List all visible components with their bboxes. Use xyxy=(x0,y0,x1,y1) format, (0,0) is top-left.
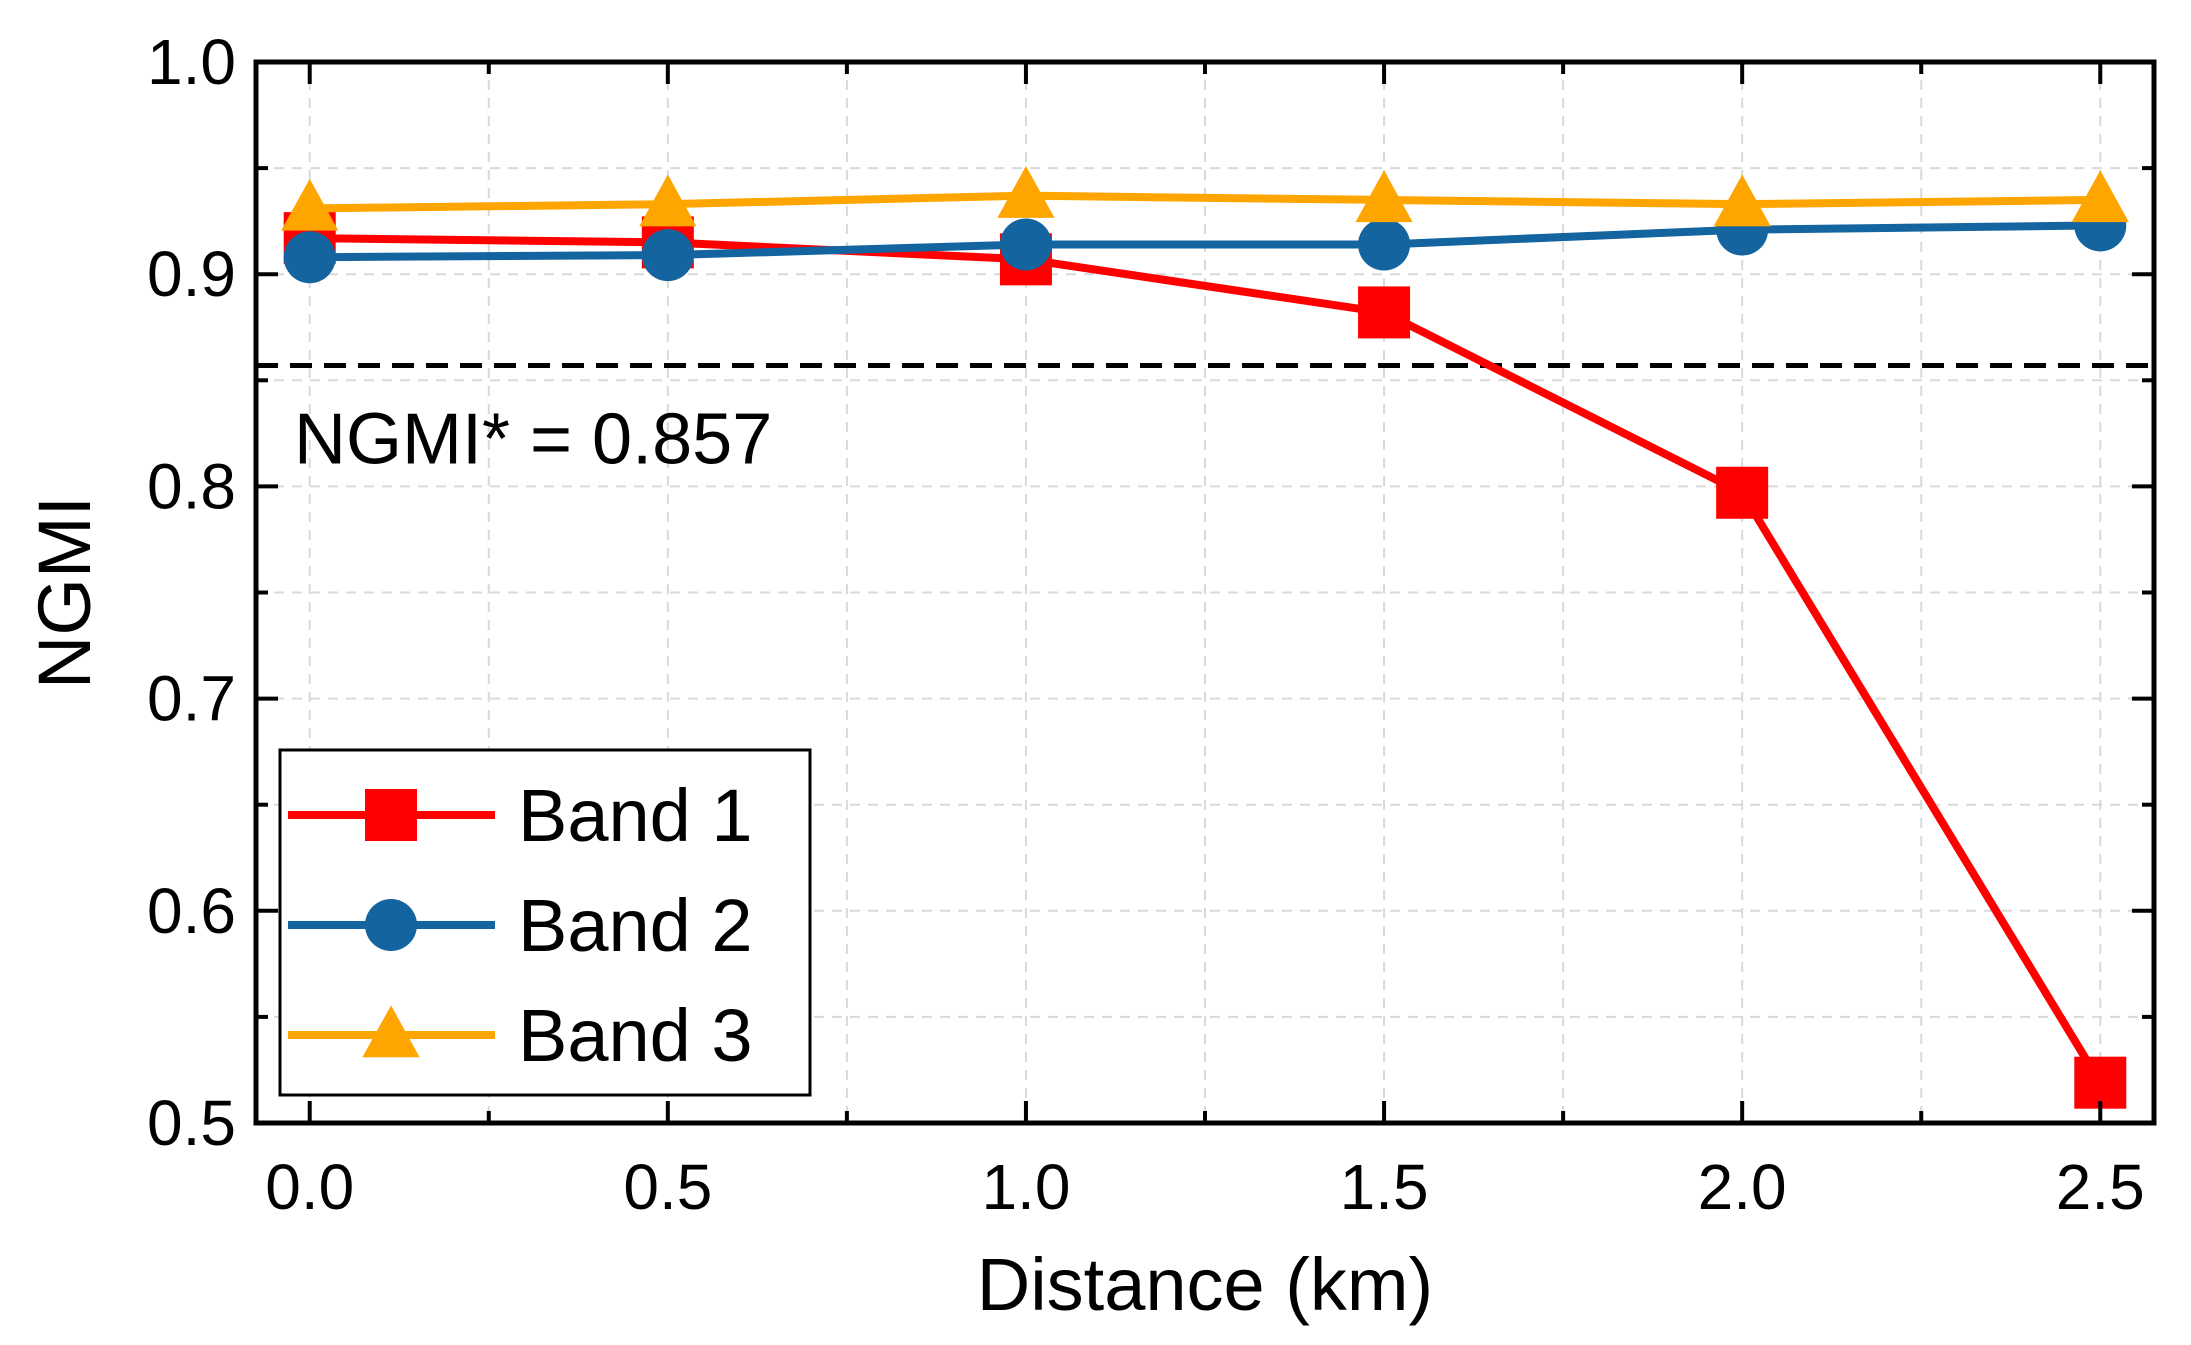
y-tick-label: 0.5 xyxy=(147,1087,236,1159)
threshold-label: NGMI* = 0.857 xyxy=(294,399,772,479)
series-2-point xyxy=(999,218,1052,271)
series-3-point xyxy=(997,166,1055,218)
series-3-point xyxy=(1713,174,1771,227)
series-2 xyxy=(283,199,2127,284)
ticks: 0.0 0.5 1.0 1.5 2.0 2.5 0.5 0.6 0.7 0.8 0.9 1.0 xyxy=(147,26,2154,1223)
x-tick-label: 0.0 xyxy=(265,1151,354,1223)
x-tick-label: 0.5 xyxy=(623,1151,712,1223)
y-tick-label: 1.0 xyxy=(147,26,236,98)
legend-marker-3 xyxy=(362,1005,420,1058)
legend-label-1: Band 1 xyxy=(518,774,753,857)
series-2-point xyxy=(1358,218,1411,271)
series-3-point xyxy=(639,174,697,227)
series-2-line xyxy=(309,221,2101,262)
y-tick-label: 0.6 xyxy=(147,875,236,947)
y-tick-label: 0.9 xyxy=(147,238,236,310)
legend-label-2: Band 2 xyxy=(518,884,753,967)
legend-label-3: Band 3 xyxy=(518,994,753,1077)
legend-marker-2 xyxy=(365,899,417,951)
series-1-point xyxy=(1716,466,1769,519)
x-tick-label: 2.5 xyxy=(2056,1151,2145,1223)
x-tick-label: 2.0 xyxy=(1698,1151,1787,1223)
legend: Band 1 Band 2 Band 3 xyxy=(278,748,812,1097)
series-3 xyxy=(281,166,2129,231)
y-tick-label: 0.7 xyxy=(147,663,236,735)
x-tick-label: 1.0 xyxy=(981,1151,1070,1223)
series-3-point xyxy=(2071,170,2129,223)
series-3-point xyxy=(281,178,339,231)
series-2-point xyxy=(283,231,336,284)
series-1-line xyxy=(309,234,2104,1085)
x-tick-label: 1.5 xyxy=(1340,1151,1429,1223)
series-1-point xyxy=(2074,1056,2127,1109)
series-3-line xyxy=(309,191,2101,213)
series-2-point xyxy=(641,229,694,282)
y-axis-title: NGMI xyxy=(23,496,106,689)
series-1-point xyxy=(1358,286,1411,339)
x-axis-title: Distance (km) xyxy=(977,1243,1433,1326)
y-tick-label: 0.8 xyxy=(147,450,236,522)
series-layer xyxy=(281,166,2129,1109)
legend-marker-1 xyxy=(365,789,417,841)
series-3-point xyxy=(1355,170,1413,223)
